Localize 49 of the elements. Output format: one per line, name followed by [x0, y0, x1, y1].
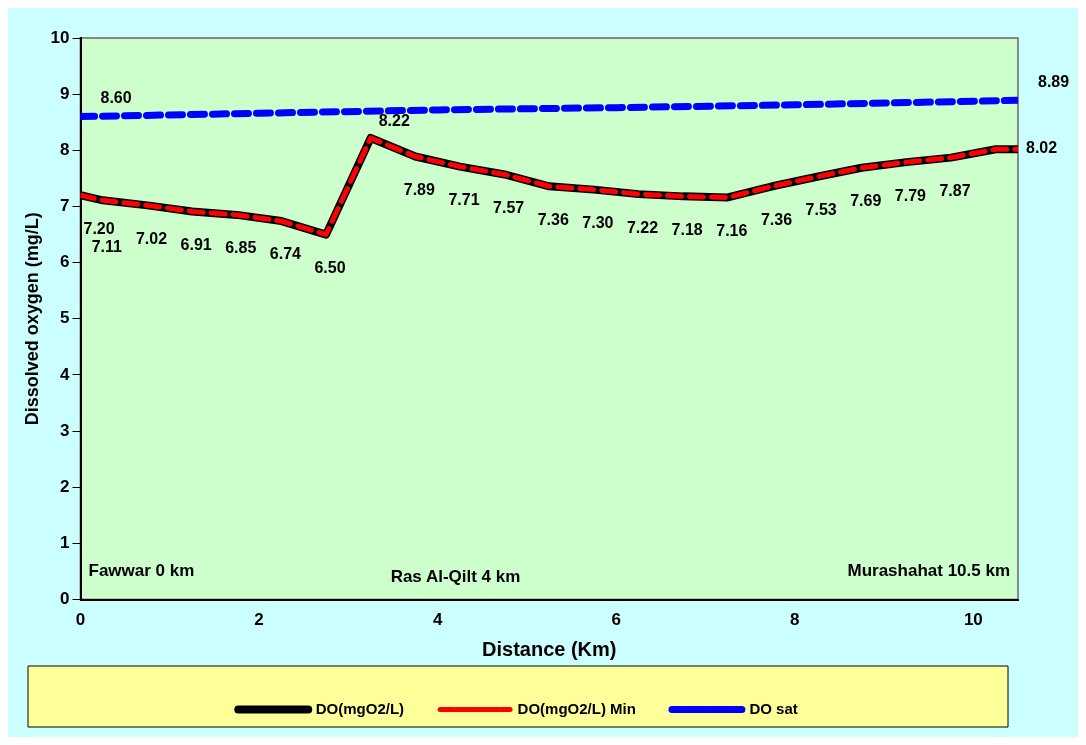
legend-label: DO sat — [749, 699, 798, 717]
y-tick-label: 9 — [60, 83, 70, 103]
data-label: 6.50 — [314, 258, 346, 276]
y-tick-label: 2 — [60, 476, 70, 496]
data-label: 7.57 — [493, 198, 525, 216]
x-axis-title: Distance (Km) — [482, 637, 617, 660]
legend-label: DO(mgO2/L) Min — [517, 699, 636, 717]
x-tick-label: 0 — [75, 610, 86, 630]
annotation: Ras Al-Qilt 4 km — [390, 567, 521, 587]
data-label: 7.22 — [626, 218, 659, 236]
data-label: 7.20 — [83, 219, 115, 237]
y-tick-label: 3 — [60, 420, 70, 440]
data-label: 7.18 — [671, 220, 703, 238]
data-label: 7.89 — [403, 180, 435, 198]
y-tick-label: 1 — [60, 533, 70, 553]
data-label: 6.85 — [225, 239, 257, 257]
annotation: Murashahat 10.5 km — [847, 561, 1010, 581]
x-tick-label: 4 — [432, 610, 443, 630]
data-label: 7.16 — [716, 221, 748, 239]
x-tick-label: 2 — [254, 610, 264, 630]
data-label: 7.36 — [537, 210, 569, 228]
data-label: 8.89 — [1038, 72, 1070, 90]
x-tick-label: 10 — [963, 610, 983, 630]
data-label: 7.02 — [135, 229, 168, 247]
data-label: 7.30 — [582, 214, 614, 232]
data-label: 7.71 — [448, 191, 480, 209]
data-label: 7.79 — [894, 186, 927, 204]
legend-label: DO(mgO2/L) — [315, 699, 405, 717]
data-label: 7.69 — [850, 192, 882, 210]
data-label: 7.53 — [805, 201, 837, 219]
y-tick-label: 6 — [60, 252, 70, 272]
data-label: 8.02 — [1026, 138, 1058, 156]
y-tick-label: 10 — [50, 27, 70, 47]
data-label: 7.36 — [760, 210, 793, 228]
data-label: 7.87 — [939, 182, 971, 200]
x-tick-label: 8 — [790, 610, 800, 630]
data-label: 7.11 — [91, 237, 123, 255]
y-tick-label: 8 — [60, 140, 70, 160]
y-axis-title: Dissolved oxygen (mg/L) — [21, 212, 42, 426]
y-tick-label: 7 — [60, 196, 70, 216]
y-tick-label: 4 — [60, 364, 71, 384]
data-label: 8.60 — [100, 89, 132, 107]
data-label: 6.74 — [269, 245, 302, 263]
data-label: 6.91 — [180, 235, 212, 253]
y-tick-label: 5 — [60, 308, 70, 328]
x-tick-label: 6 — [611, 610, 621, 630]
y-tick-label: 0 — [60, 589, 70, 609]
data-label: 8.22 — [378, 112, 410, 130]
annotation: Fawwar 0 km — [88, 561, 195, 581]
